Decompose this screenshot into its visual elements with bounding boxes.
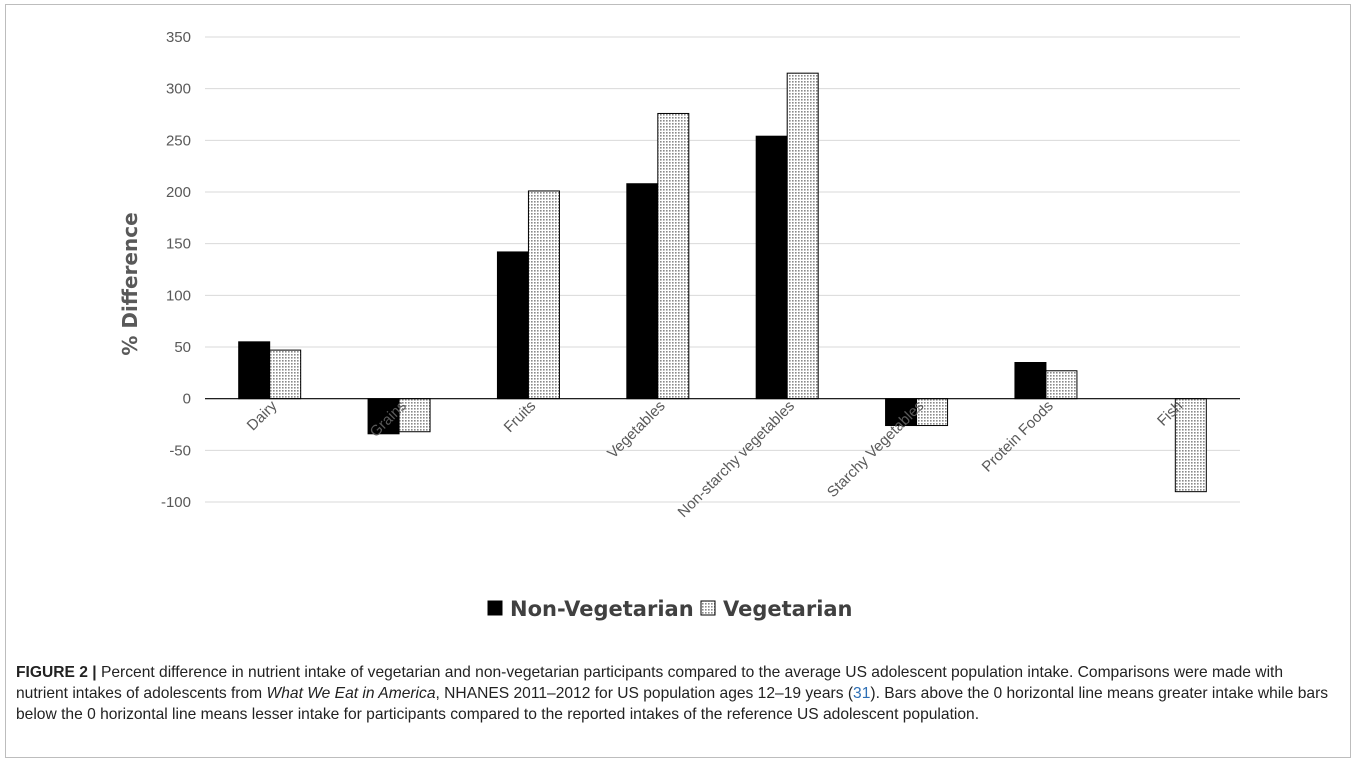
legend: Non-Vegetarian Vegetarian (487, 597, 853, 621)
y-axis-ticks: -100 -50 0 50 100 150 200 250 300 350 (161, 29, 191, 511)
caption-text-1: Percent difference in nutrient intake of… (16, 664, 1284, 702)
legend-label: Non-Vegetarian (510, 597, 694, 621)
bar-non-vegetarian (238, 341, 271, 400)
bar-vegetarian (398, 398, 431, 433)
y-tick-label: 50 (174, 339, 191, 356)
category-label: Fruits (501, 397, 540, 436)
bar-non-vegetarian (626, 183, 659, 400)
y-axis-label: % Difference (118, 212, 142, 355)
caption-italic-title: What We Eat in America (266, 685, 436, 702)
caption-text-3: ). Bars above the 0 horizontal line mean… (16, 685, 1329, 723)
bar-vegetarian (1174, 398, 1207, 493)
bar-non-vegetarian (885, 398, 918, 427)
bar-vegetarian (786, 72, 819, 400)
y-tick-label: 250 (166, 132, 191, 149)
y-tick-label: 150 (166, 236, 191, 253)
caption-label: FIGURE 2 | (16, 664, 97, 681)
bar-non-vegetarian (496, 251, 529, 400)
y-tick-label: 100 (166, 287, 191, 304)
legend-swatch (487, 600, 503, 616)
caption-text-2: , NHANES 2011–2012 for US population age… (435, 685, 854, 702)
y-tick-label: 0 (183, 391, 191, 408)
figure-frame (5, 4, 1351, 758)
y-tick-label: 200 (166, 184, 191, 201)
y-tick-label: -100 (161, 494, 191, 511)
category-label: Vegetables (604, 397, 669, 462)
bar-vegetarian (916, 398, 949, 427)
bar-non-vegetarian (755, 135, 788, 400)
category-label: Dairy (244, 397, 281, 434)
y-tick-label: -50 (169, 442, 191, 459)
legend-swatch (700, 600, 716, 616)
y-tick-label: 350 (166, 29, 191, 46)
gridlines (205, 36, 1240, 503)
category-label: Starchy Vegetables (824, 397, 927, 500)
bar-vegetarian (269, 349, 302, 400)
bar-non-vegetarian (1014, 362, 1047, 400)
y-tick-label: 300 (166, 81, 191, 98)
bar-vegetarian (1045, 370, 1078, 400)
figure-caption: FIGURE 2 | Percent difference in nutrien… (16, 662, 1334, 725)
bars (238, 72, 1207, 493)
bar-vegetarian (657, 112, 690, 400)
bar-vegetarian (527, 190, 560, 400)
category-label: Protein Foods (979, 397, 1057, 475)
caption-reference-link[interactable]: 31 (853, 685, 871, 702)
legend-label: Vegetarian (723, 597, 853, 621)
